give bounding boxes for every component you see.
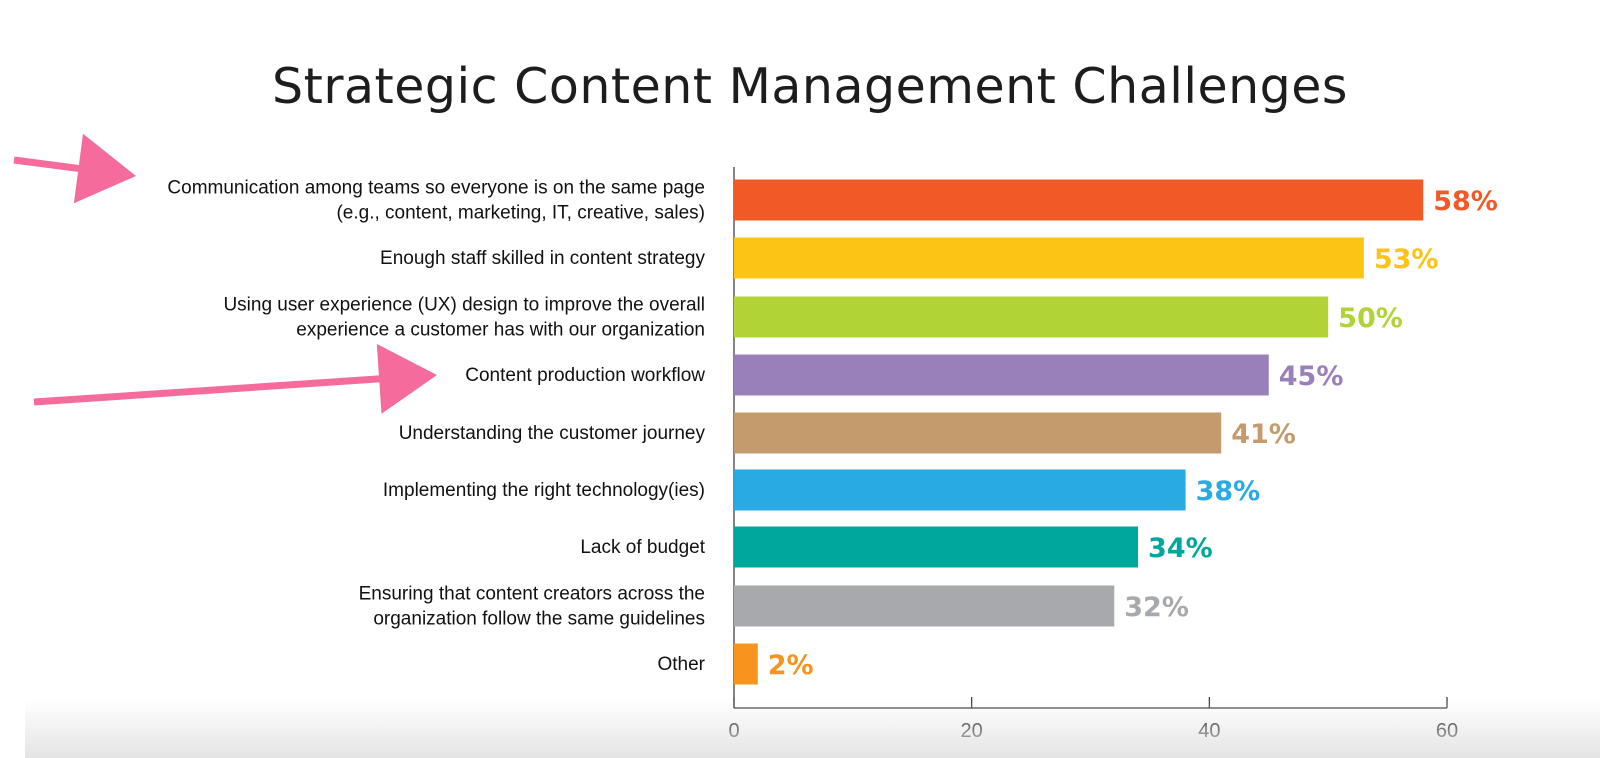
chart-title: Strategic Content Management Challenges: [272, 58, 1348, 115]
bar: [734, 179, 1424, 221]
value-label: 50%: [1338, 303, 1403, 334]
bar: [734, 643, 758, 685]
bar: [734, 469, 1186, 511]
category-label: Communication among teams so everyone is…: [167, 178, 705, 199]
category-label: Ensuring that content creators across th…: [359, 584, 705, 605]
category-labels: Communication among teams so everyone is…: [167, 178, 705, 676]
value-label: 2%: [768, 650, 814, 681]
value-label: 34%: [1148, 533, 1213, 564]
bar: [734, 412, 1222, 454]
category-label: Understanding the customer journey: [399, 423, 706, 444]
annotation-arrow: [33, 344, 438, 414]
value-label: 41%: [1231, 419, 1296, 450]
category-label: Other: [657, 654, 705, 675]
category-label: Content production workflow: [465, 365, 705, 386]
bar: [734, 354, 1269, 396]
bar: [734, 585, 1115, 627]
value-label: 53%: [1374, 244, 1439, 275]
category-label: Implementing the right technology(ies): [383, 480, 705, 501]
category-label: Lack of budget: [580, 537, 705, 558]
bars: [734, 179, 1424, 685]
value-label: 58%: [1433, 186, 1498, 217]
x-tick-label: 60: [1436, 720, 1458, 742]
value-labels: 58% 53% 50% 45% 41% 38% 34% 32% 2%: [768, 186, 1498, 681]
value-label: 45%: [1279, 361, 1344, 392]
x-tick-label: 0: [728, 720, 739, 742]
value-label: 32%: [1124, 592, 1189, 623]
bar: [734, 526, 1139, 568]
x-tick-label: 20: [961, 720, 983, 742]
category-label: Using user experience (UX) design to imp…: [223, 295, 705, 316]
annotation-layer: [13, 133, 438, 414]
category-label: organization follow the same guidelines: [373, 609, 705, 630]
category-label: Enough staff skilled in content strategy: [380, 248, 705, 269]
bar: [734, 296, 1329, 338]
bar: [734, 237, 1364, 279]
category-label: experience a customer has with our organ…: [296, 320, 705, 341]
x-tick-label: 40: [1198, 720, 1220, 742]
value-label: 38%: [1196, 476, 1261, 507]
category-label: (e.g., content, marketing, IT, creative,…: [336, 203, 705, 224]
annotation-arrow: [13, 133, 136, 204]
